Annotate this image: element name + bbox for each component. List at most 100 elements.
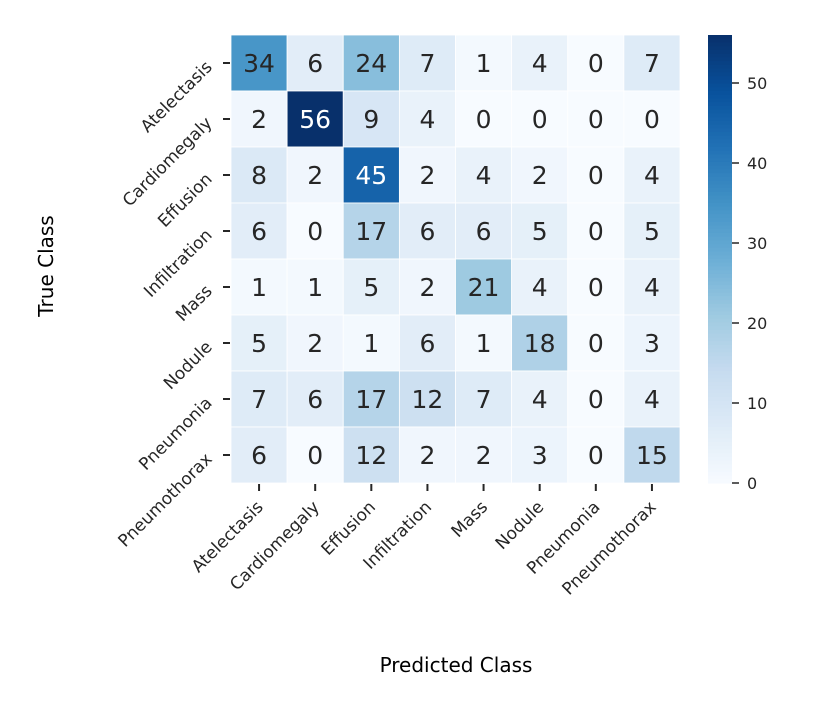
cell-value-label: 6 (476, 217, 492, 246)
cell-value-label: 7 (419, 49, 435, 78)
colorbar-segment (708, 105, 732, 111)
colorbar-segment (708, 363, 732, 368)
colorbar-segment (708, 109, 732, 114)
colorbar-segment (708, 427, 732, 432)
colorbar-segment (708, 68, 732, 73)
colorbar-segment (708, 72, 732, 77)
colorbar-segment (708, 143, 732, 148)
heatmap-cell (511, 258, 569, 316)
cell-value-label: 2 (532, 161, 548, 190)
heatmap-cell (511, 146, 569, 204)
cell-value-label: 4 (419, 105, 435, 134)
colorbar-segment (708, 53, 732, 58)
cell-value-label: 0 (532, 105, 548, 134)
cell-value-label: 0 (588, 217, 604, 246)
colorbar-segment (708, 326, 732, 331)
cell-value-label: 1 (363, 329, 379, 358)
heatmap-cell (511, 90, 569, 148)
colorbar-segment (708, 199, 732, 204)
cell-value-label: 2 (251, 105, 267, 134)
heatmap-cell (342, 426, 400, 484)
colorbar-segment (708, 285, 732, 290)
colorbar-segment (708, 311, 732, 316)
colorbar-tick-label: 40 (747, 154, 767, 173)
colorbar-segment (708, 318, 732, 324)
colorbar-segment (708, 382, 732, 387)
colorbar-segment (708, 475, 732, 480)
cell-value-label: 4 (532, 385, 548, 414)
colorbar-segment (708, 344, 732, 350)
colorbar-segment (708, 393, 732, 398)
cell-value-label: 0 (588, 105, 604, 134)
colorbar-segment (708, 300, 732, 305)
colorbar-segment (708, 423, 732, 428)
colorbar-segment (708, 449, 732, 454)
heatmap-cell (398, 90, 456, 148)
heatmap-cell (342, 314, 400, 372)
colorbar-segment (708, 221, 732, 226)
colorbar-segment (708, 359, 732, 365)
colorbar-segment (708, 389, 732, 394)
heatmap-cell (230, 34, 288, 92)
colorbar-segment (708, 150, 732, 156)
colorbar-segment (708, 244, 732, 249)
heatmap-cell (567, 146, 625, 204)
colorbar-segment (708, 158, 732, 163)
colorbar-segment (708, 210, 732, 215)
cell-value-label: 6 (419, 217, 435, 246)
colorbar-segment (708, 385, 732, 391)
cell-value-label: 24 (355, 49, 387, 78)
colorbar-segment (708, 434, 732, 439)
heatmap-cell (286, 90, 344, 148)
cell-value-label: 1 (476, 329, 492, 358)
colorbar-segment (708, 225, 732, 230)
colorbar-tick-label: 10 (747, 394, 767, 413)
heatmap-cell (230, 370, 288, 428)
colorbar-segment (708, 371, 732, 376)
cell-value-label: 8 (251, 161, 267, 190)
heatmap-cell (286, 426, 344, 484)
cell-value-label: 4 (532, 49, 548, 78)
colorbar-segment (708, 337, 732, 342)
colorbar-segment (708, 128, 732, 133)
cell-value-label: 6 (251, 441, 267, 470)
heatmap-cell (511, 370, 569, 428)
colorbar-segment (708, 408, 732, 413)
heatmap-cell (342, 258, 400, 316)
colorbar-segment (708, 266, 732, 271)
heatmap-cell (623, 34, 681, 92)
cell-value-label: 7 (644, 49, 660, 78)
y-tick-label: Nodule (160, 337, 216, 393)
colorbar-segment (708, 102, 732, 107)
colorbar-segment (708, 94, 732, 100)
colorbar-segment (708, 191, 732, 197)
heatmap-cell (511, 34, 569, 92)
colorbar-segment (708, 57, 732, 62)
x-axis-title: Predicted Class (380, 653, 533, 677)
heatmap-cell (623, 314, 681, 372)
heatmap-cell (567, 314, 625, 372)
heatmap-cell (623, 90, 681, 148)
cell-value-label: 0 (588, 161, 604, 190)
heatmap-cell (230, 146, 288, 204)
colorbar-segment (708, 341, 732, 346)
cell-value-label: 4 (532, 273, 548, 302)
colorbar-segment (708, 303, 732, 309)
heatmap-cell (286, 34, 344, 92)
colorbar-segment (708, 229, 732, 234)
colorbar-segment (708, 288, 732, 294)
colorbar-segment (708, 217, 732, 223)
colorbar-segment (708, 479, 732, 484)
cell-value-label: 6 (419, 329, 435, 358)
cell-value-label: 2 (419, 273, 435, 302)
colorbar-segment (708, 98, 732, 103)
cell-value-label: 6 (307, 49, 323, 78)
colorbar-segment (708, 322, 732, 327)
cell-value-label: 5 (363, 273, 379, 302)
colorbar-segment (708, 333, 732, 338)
heatmap-cell (286, 314, 344, 372)
colorbar-segment (708, 471, 732, 477)
cell-value-label: 0 (588, 329, 604, 358)
heatmap-cell (511, 314, 569, 372)
